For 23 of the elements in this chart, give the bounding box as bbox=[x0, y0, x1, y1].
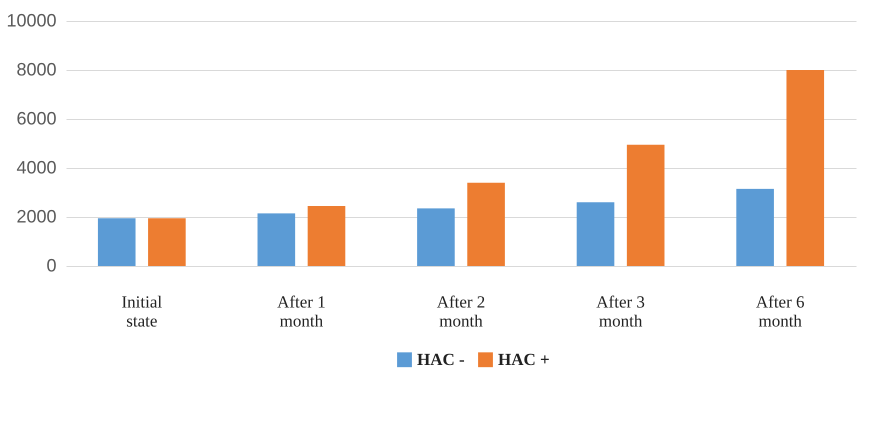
bar bbox=[98, 218, 136, 266]
bar bbox=[576, 202, 614, 266]
y-tick-label: 6000 bbox=[16, 108, 56, 128]
x-tick-label: After 2 month bbox=[436, 292, 486, 330]
y-tick-label: 0 bbox=[46, 256, 56, 276]
legend-label: HAC - bbox=[417, 350, 466, 369]
y-tick-label: 2000 bbox=[16, 206, 56, 226]
x-tick-label: After 3 month bbox=[596, 292, 645, 330]
bar bbox=[786, 70, 824, 266]
x-tick-label: After 1 month bbox=[277, 292, 326, 330]
bar bbox=[258, 213, 296, 266]
x-tick-label: After 6 month bbox=[756, 292, 805, 330]
bar bbox=[148, 218, 186, 266]
y-tick-label: 8000 bbox=[16, 60, 56, 80]
bar bbox=[308, 206, 346, 266]
bar bbox=[626, 144, 664, 266]
legend-label: HAC + bbox=[498, 350, 550, 369]
bar bbox=[467, 182, 505, 266]
x-tick-label: Initial state bbox=[122, 292, 162, 330]
y-tick-label: 4000 bbox=[16, 158, 56, 178]
bar bbox=[736, 188, 774, 266]
y-tick-label: 10000 bbox=[6, 10, 56, 30]
bar bbox=[417, 208, 455, 266]
